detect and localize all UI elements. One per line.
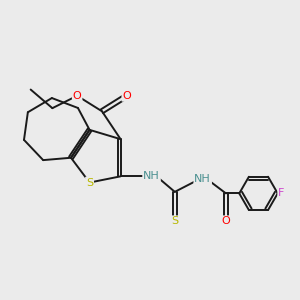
Text: O: O — [73, 91, 82, 101]
Text: O: O — [222, 216, 230, 226]
Text: NH: NH — [143, 171, 160, 181]
Text: S: S — [86, 178, 93, 188]
Text: O: O — [122, 91, 131, 101]
Text: NH: NH — [194, 174, 211, 184]
Text: S: S — [171, 216, 178, 226]
Text: F: F — [278, 188, 285, 198]
